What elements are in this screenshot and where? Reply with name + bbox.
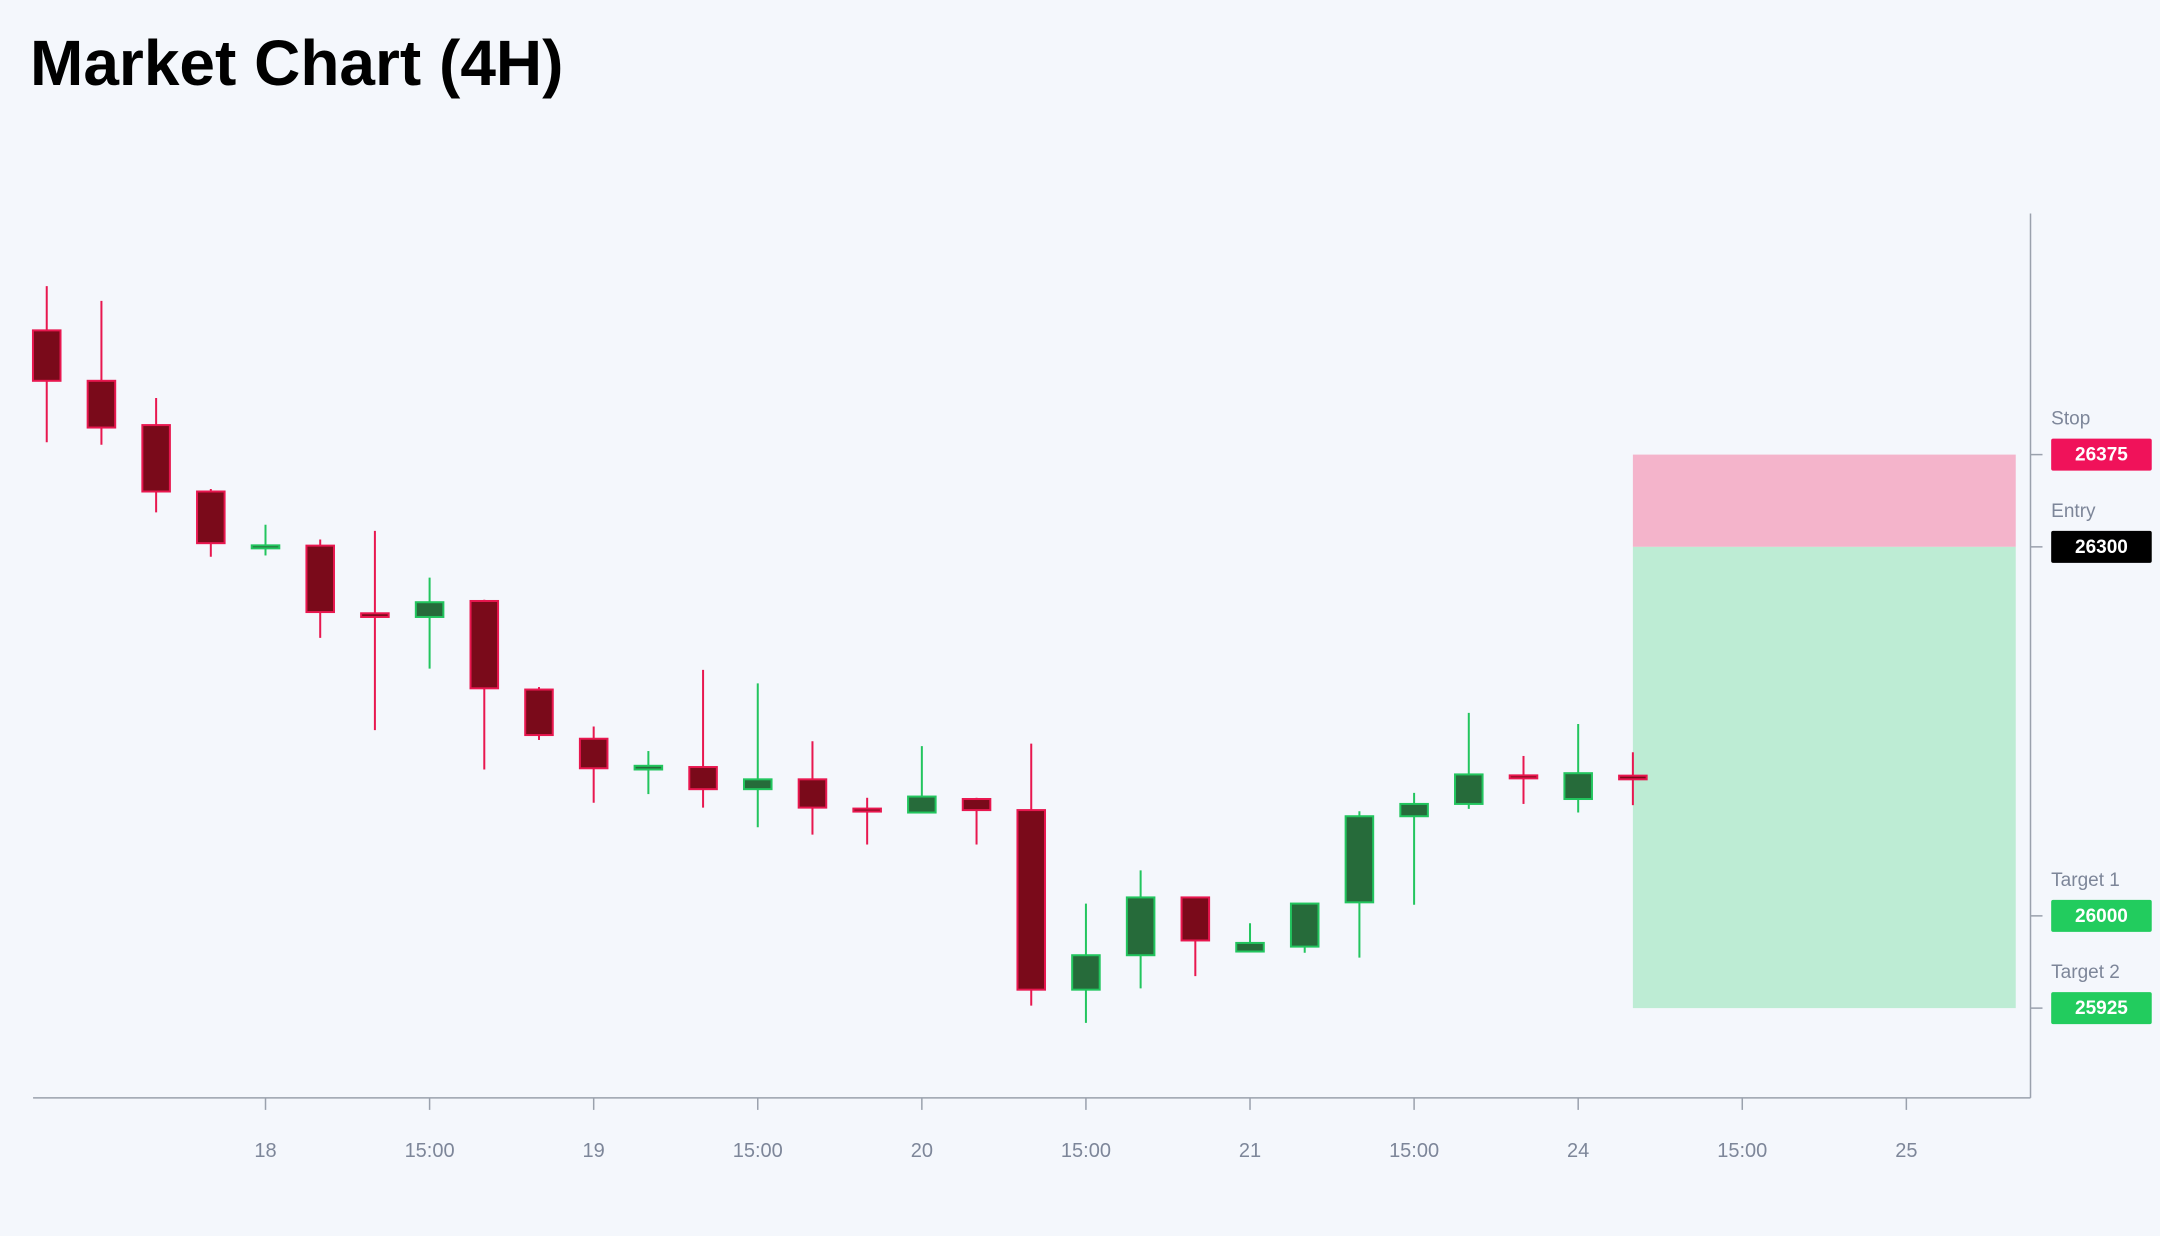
x-tick-label: 15:00: [1717, 1140, 1767, 1162]
level-name: Target 1: [2051, 870, 2120, 891]
level-tag: [2051, 530, 2152, 563]
candle-body: [1344, 815, 1375, 904]
chart-title: Market Chart (4H): [30, 27, 563, 99]
level-value: 26375: [2075, 445, 2128, 466]
candle-body: [1071, 954, 1101, 991]
candle-body: [961, 798, 992, 812]
candle-body: [852, 807, 882, 813]
x-tick-label: 24: [1567, 1140, 1589, 1162]
candle-body: [1235, 941, 1265, 953]
x-tick-label: 15:00: [1389, 1140, 1439, 1162]
candle-body: [250, 544, 281, 550]
candle-body: [305, 544, 335, 614]
candle-body: [469, 599, 500, 690]
candle-body: [1454, 773, 1484, 805]
candle-body: [1563, 772, 1593, 801]
level-tag: [2051, 992, 2152, 1025]
candle-body: [414, 601, 445, 618]
risk-zone: [1632, 454, 2016, 547]
candle-body: [1618, 774, 1648, 781]
x-tick-label: 15:00: [733, 1140, 783, 1162]
candle-body: [86, 379, 117, 429]
candle-body: [141, 424, 171, 493]
candle-body: [742, 778, 773, 791]
candle-body: [1125, 896, 1156, 957]
x-tick-label: 15:00: [1061, 1140, 1111, 1162]
candle-body: [360, 612, 390, 618]
candle-body: [1016, 809, 1047, 991]
x-tick-label: 18: [254, 1140, 276, 1162]
candle-body: [1508, 774, 1539, 780]
level-value: 26000: [2075, 906, 2128, 927]
level-value: 26300: [2075, 537, 2128, 558]
x-tick-label: 21: [1239, 1140, 1261, 1162]
candle-body: [907, 795, 937, 814]
candle-body: [1399, 802, 1429, 818]
candle-body: [1289, 902, 1320, 948]
x-tick-label: 20: [911, 1140, 933, 1162]
level-name: Target 2: [2051, 962, 2120, 983]
candle-body: [633, 764, 664, 771]
candle-body: [1180, 896, 1211, 942]
level-tag: [2051, 438, 2152, 471]
x-tick-label: 15:00: [405, 1140, 455, 1162]
level-value: 25925: [2075, 998, 2128, 1019]
reward-zone: [1632, 546, 2016, 1009]
level-tag: [2051, 899, 2152, 932]
candle-body: [688, 766, 718, 791]
candle-body: [196, 490, 226, 545]
x-tick-label: 19: [583, 1140, 605, 1162]
candle-body: [31, 329, 62, 382]
candle-body: [578, 737, 609, 770]
x-tick-label: 25: [1895, 1140, 1917, 1162]
level-name: Stop: [2051, 409, 2090, 430]
candle-body: [797, 778, 828, 809]
candle-body: [524, 688, 554, 737]
level-name: Entry: [2051, 501, 2096, 522]
